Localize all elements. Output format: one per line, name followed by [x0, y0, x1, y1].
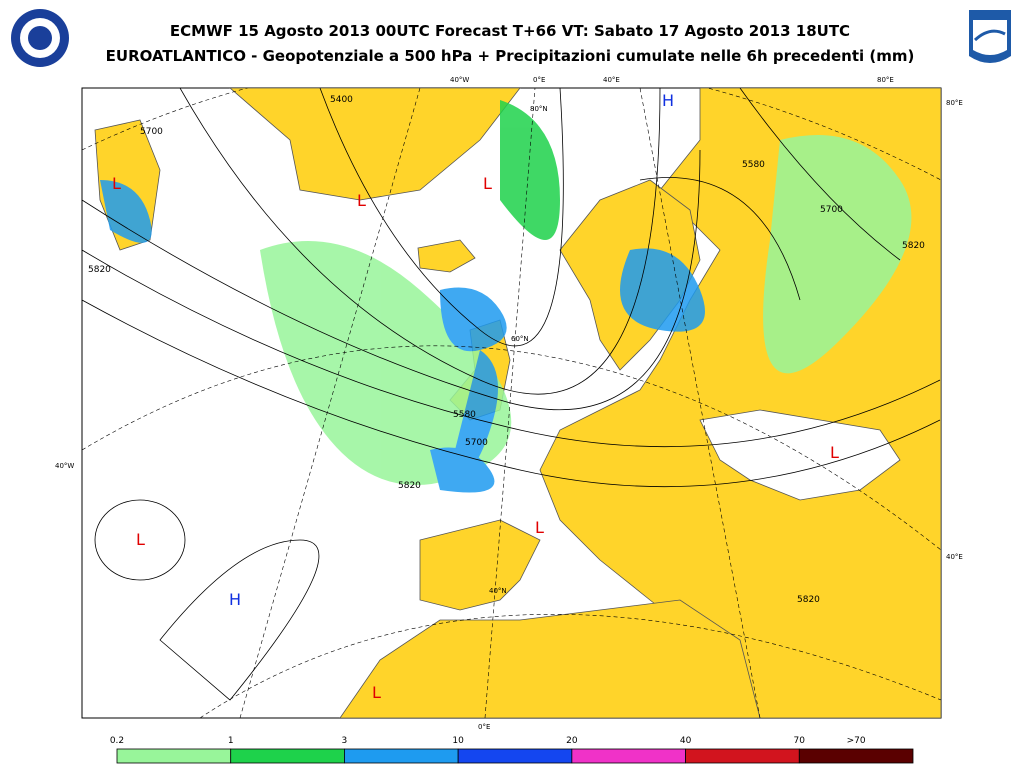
legend-label: 20 [566, 736, 578, 746]
legend-label: 0.2 [110, 736, 124, 746]
pressure-center: L [483, 174, 492, 193]
graticule-label: 60°N [511, 335, 529, 343]
graticule-label: 0°E [533, 76, 545, 84]
map-area [81, 87, 942, 719]
graticule-label: 80°E [877, 76, 894, 84]
legend-swatch [571, 748, 686, 764]
legend-label: 40 [680, 736, 692, 746]
graticule-label: 40°E [603, 76, 620, 84]
legend-swatch [230, 748, 345, 764]
logo-right [969, 10, 1011, 63]
legend-swatch [116, 748, 232, 764]
contour-label: 5700 [140, 127, 163, 137]
pressure-center: L [112, 174, 121, 193]
pressure-center: H [229, 590, 241, 609]
contour-label: 5580 [453, 410, 476, 420]
pressure-center: L [372, 683, 381, 702]
pressure-center: L [357, 191, 366, 210]
legend-label: 1 [228, 736, 234, 746]
contour-label: 5580 [742, 160, 765, 170]
legend-swatch [344, 748, 459, 764]
contour-label: 5700 [820, 205, 843, 215]
contour-label: 5820 [902, 241, 925, 251]
graticule-label: 40°W [55, 462, 74, 470]
legend-swatch [798, 748, 914, 764]
pressure-center: L [830, 443, 839, 462]
contour-label: 5820 [797, 595, 820, 605]
logo-left [11, 9, 69, 67]
contour-label: 5820 [88, 265, 111, 275]
contour-label: 5820 [398, 481, 421, 491]
pressure-center: L [136, 530, 145, 549]
graticule-label: 0°E [478, 723, 490, 731]
graticule-label: 40°N [489, 587, 507, 595]
contour-label: 5700 [465, 438, 488, 448]
graticule-label: 40°E [946, 553, 963, 561]
graticule-label: 80°N [530, 105, 548, 113]
legend-label: >70 [847, 736, 866, 746]
legend-label: 3 [342, 736, 348, 746]
pressure-center: L [535, 518, 544, 537]
pressure-center: H [662, 91, 674, 110]
legend-swatch [457, 748, 573, 764]
graticule-label: 40°W [450, 76, 469, 84]
graticule-label: 80°E [946, 99, 963, 107]
contour-label: 5400 [330, 95, 353, 105]
legend-swatch [685, 748, 800, 764]
subtitle: EUROATLANTICO - Geopotenziale a 500 hPa … [106, 47, 915, 65]
legend-label: 70 [794, 736, 806, 746]
legend-label: 10 [452, 736, 464, 746]
title: ECMWF 15 Agosto 2013 00UTC Forecast T+66… [170, 22, 850, 40]
